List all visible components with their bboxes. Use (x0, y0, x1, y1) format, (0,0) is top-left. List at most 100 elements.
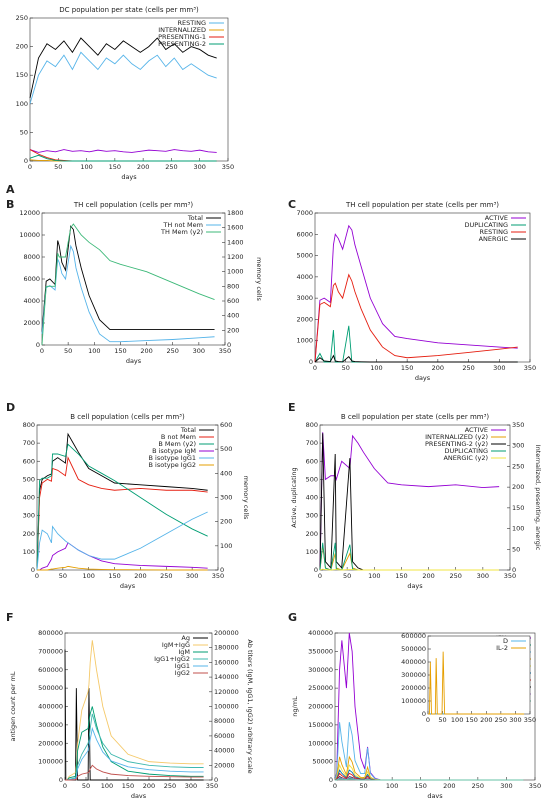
y2-tick-label: 1400 (227, 238, 244, 246)
y-tick-label: 400000 (401, 658, 426, 666)
panel: A DC population per state (cells per mm³)… (6, 6, 234, 196)
x-tick-label: 0 (426, 716, 430, 724)
x-tick-label: 250 (167, 347, 179, 355)
x-tick-label: 0 (318, 572, 322, 580)
x-tick-label: 50 (54, 163, 62, 171)
y-tick-label: 600 (23, 457, 35, 465)
y-tick-label: 800 (306, 421, 318, 429)
y2-tick-label: 150 (512, 504, 524, 512)
series-line (29, 149, 217, 153)
x-tick-label: 200 (140, 347, 152, 355)
legend-label: TH Mem (y2) (160, 228, 203, 236)
y2-tick-label: 100 (220, 542, 232, 550)
y-tick-label: 800000 (38, 629, 63, 637)
y-tick-label: 50000 (312, 758, 333, 766)
x-axis-label: days (407, 582, 423, 590)
y2-tick-label: 60000 (214, 732, 235, 740)
legend-label: ANERGIC (y2) (443, 454, 488, 462)
x-tick-label: 0 (313, 364, 317, 372)
panel-label: C (288, 198, 296, 211)
y2-tick-label: 20000 (214, 761, 235, 769)
x-tick-label: 50 (64, 347, 72, 355)
legend-label: PRESENTING-2 (y2) (425, 440, 488, 448)
series-line (41, 223, 215, 346)
legend-label: Total (187, 214, 203, 222)
legend-label: ACTIVE (465, 426, 488, 434)
series-line (65, 713, 204, 781)
chart-title: TH cell population (cells per mm³) (73, 201, 193, 209)
x-tick-label: 50 (343, 572, 351, 580)
y2-tick-label: 50 (512, 545, 520, 553)
series-line (314, 325, 518, 363)
x-tick-label: 350 (529, 782, 541, 790)
x-tick-label: 200 (480, 716, 492, 724)
x-tick-label: 250 (495, 716, 507, 724)
x-axis-label: days (126, 357, 142, 365)
series-line (29, 51, 217, 104)
y-tick-label: 350000 (308, 647, 333, 655)
series-line (37, 542, 208, 571)
y2-tick-label: 600 (220, 421, 232, 429)
series-line (36, 443, 208, 571)
legend-label: DUPLICATING (445, 447, 489, 455)
y-tick-label: 0 (59, 776, 63, 784)
panel: E B cell population per state (cells per … (288, 401, 542, 590)
legend-label: PRESENTING-2 (158, 40, 206, 48)
y2-tick-label: 1000 (227, 268, 244, 276)
y-tick-label: 0 (329, 776, 333, 784)
x-tick-label: 350 (206, 782, 218, 790)
series-line (319, 432, 500, 571)
y2-tick-label: 160000 (214, 658, 239, 666)
x-tick-label: 300 (193, 347, 205, 355)
legend-label: Total (180, 426, 196, 434)
y-tick-label: 400000 (38, 703, 63, 711)
panel: C TH cell population per state (cells per… (288, 198, 536, 382)
x-tick-label: 350 (219, 347, 231, 355)
y-tick-label: 800 (23, 421, 35, 429)
y-tick-label: 200 (16, 43, 28, 51)
series-line (36, 432, 208, 571)
y-tick-label: 250 (16, 14, 28, 22)
y-tick-label: 1000 (296, 337, 313, 345)
y2-tick-label: 200 (512, 483, 524, 491)
x-tick-label: 250 (165, 163, 177, 171)
x-tick-label: 250 (164, 782, 176, 790)
y2-tick-label: 200 (220, 518, 232, 526)
series-line (41, 244, 215, 343)
y-tick-label: 700000 (38, 647, 63, 655)
legend-label: Ag (181, 634, 190, 642)
x-tick-label: 150 (466, 716, 478, 724)
series-line (36, 511, 208, 571)
series-line (319, 568, 500, 571)
y2-tick-label: 0 (214, 776, 218, 784)
series-line (29, 154, 217, 162)
y2-tick-label: 140000 (214, 673, 239, 681)
x-tick-label: 150 (108, 572, 120, 580)
chart-title: TH cell population per state (cells per … (345, 201, 499, 209)
legend-label: RESTING (479, 228, 508, 236)
y-tick-label: 0 (24, 157, 28, 165)
series-line (334, 769, 524, 781)
x-tick-label: 350 (524, 716, 536, 724)
y-tick-label: 700 (306, 439, 318, 447)
x-tick-label: 100 (83, 572, 95, 580)
y-tick-label: 7000 (296, 209, 313, 217)
y2-tick-label: 400 (227, 312, 239, 320)
y-tick-label: 150 (16, 71, 28, 79)
y-axis-label: antigen count per mL (9, 671, 17, 741)
y-tick-label: 0 (314, 566, 318, 574)
y-tick-label: 10000 (19, 231, 40, 239)
x-tick-label: 150 (415, 782, 427, 790)
x-tick-label: 50 (342, 364, 350, 372)
x-tick-label: 150 (395, 572, 407, 580)
panel-label: G (288, 611, 297, 624)
x-tick-label: 50 (438, 716, 446, 724)
legend-label: ANERGIC (479, 235, 509, 243)
y2-tick-label: 1800 (227, 209, 244, 217)
x-tick-label: 0 (35, 572, 39, 580)
series-line (65, 640, 204, 781)
y2-axis-label: Internalized, presenting, anergic (534, 445, 542, 551)
x-tick-label: 300 (194, 163, 206, 171)
series-line (314, 354, 518, 363)
